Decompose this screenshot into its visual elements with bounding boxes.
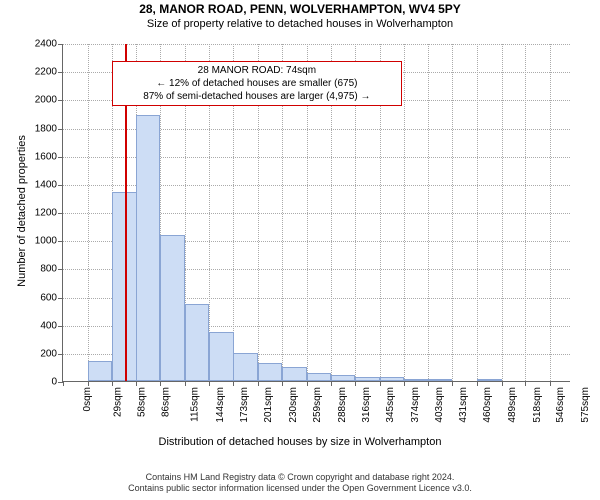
xtick-mark [136, 381, 137, 386]
xtick-label: 115sqm [190, 387, 201, 422]
histogram-bar [331, 375, 356, 381]
ytick-label: 600 [40, 292, 63, 303]
xtick-mark [88, 381, 89, 386]
gridline-vertical [525, 44, 526, 381]
ytick-label: 1600 [35, 151, 63, 162]
footer-line2: Contains public sector information licen… [0, 483, 600, 494]
xtick-label: 288sqm [337, 387, 348, 423]
xtick-mark [282, 381, 283, 386]
xtick-label: 431sqm [458, 387, 469, 423]
ytick-label: 2200 [35, 67, 63, 78]
histogram-bar [258, 363, 283, 381]
property-annotation: 28 MANOR ROAD: 74sqm← 12% of detached ho… [112, 61, 402, 106]
x-axis-label: Distribution of detached houses by size … [0, 436, 600, 448]
xtick-mark [380, 381, 381, 386]
xtick-mark [112, 381, 113, 386]
xtick-mark [550, 381, 551, 386]
xtick-label: 0sqm [82, 387, 93, 411]
xtick-label: 518sqm [532, 387, 543, 423]
ytick-label: 2400 [35, 39, 63, 50]
xtick-label: 460sqm [483, 387, 494, 423]
xtick-mark [160, 381, 161, 386]
plot-area: 0200400600800100012001400160018002000220… [62, 44, 570, 382]
xtick-mark [63, 381, 64, 386]
histogram-bar [185, 304, 210, 381]
gridline-vertical [502, 44, 503, 381]
xtick-label: 345sqm [385, 387, 396, 423]
ytick-label: 200 [40, 348, 63, 359]
xtick-mark [185, 381, 186, 386]
annotation-line2: ← 12% of detached houses are smaller (67… [118, 77, 396, 90]
xtick-mark [477, 381, 478, 386]
histogram-bar [404, 379, 429, 381]
xtick-mark [502, 381, 503, 386]
xtick-label: 144sqm [215, 387, 226, 423]
gridline-vertical [452, 44, 453, 381]
xtick-mark [404, 381, 405, 386]
histogram-bar [380, 377, 405, 381]
xtick-label: 230sqm [288, 387, 299, 423]
chart-title: 28, MANOR ROAD, PENN, WOLVERHAMPTON, WV4… [0, 2, 600, 16]
histogram-bar [88, 361, 113, 381]
ytick-label: 1200 [35, 208, 63, 219]
xtick-label: 546sqm [555, 387, 566, 423]
xtick-mark [355, 381, 356, 386]
xtick-mark [233, 381, 234, 386]
xtick-label: 201sqm [263, 387, 274, 423]
xtick-label: 173sqm [240, 387, 251, 423]
xtick-label: 316sqm [361, 387, 372, 423]
chart-subtitle: Size of property relative to detached ho… [0, 18, 600, 30]
gridline-vertical [404, 44, 405, 381]
ytick-label: 1800 [35, 123, 63, 134]
xtick-label: 403sqm [434, 387, 445, 423]
gridline-vertical [88, 44, 89, 381]
footer-credits: Contains HM Land Registry data © Crown c… [0, 472, 600, 494]
annotation-line3: 87% of semi-detached houses are larger (… [118, 90, 396, 103]
gridline-vertical [550, 44, 551, 381]
xtick-label: 29sqm [112, 387, 123, 417]
histogram-bar [477, 379, 502, 381]
histogram-bar [428, 379, 453, 381]
chart-container: 28, MANOR ROAD, PENN, WOLVERHAMPTON, WV4… [0, 0, 600, 500]
xtick-label: 575sqm [580, 387, 591, 423]
ytick-label: 0 [51, 377, 63, 388]
gridline-horizontal [63, 44, 570, 45]
xtick-label: 259sqm [312, 387, 323, 423]
xtick-mark [428, 381, 429, 386]
annotation-line1: 28 MANOR ROAD: 74sqm [118, 64, 396, 77]
histogram-bar [233, 353, 258, 381]
ytick-label: 1000 [35, 236, 63, 247]
xtick-label: 489sqm [507, 387, 518, 423]
histogram-bar [355, 377, 380, 381]
xtick-label: 374sqm [410, 387, 421, 423]
histogram-bar [209, 332, 234, 381]
y-axis-label: Number of detached properties [16, 121, 28, 301]
gridline-vertical [477, 44, 478, 381]
histogram-bar [160, 235, 185, 381]
xtick-mark [331, 381, 332, 386]
ytick-label: 2000 [35, 95, 63, 106]
xtick-mark [452, 381, 453, 386]
xtick-mark [209, 381, 210, 386]
footer-line1: Contains HM Land Registry data © Crown c… [0, 472, 600, 483]
xtick-mark [525, 381, 526, 386]
ytick-label: 1400 [35, 179, 63, 190]
histogram-bar [282, 367, 307, 381]
ytick-label: 400 [40, 320, 63, 331]
xtick-mark [258, 381, 259, 386]
histogram-bar [136, 115, 161, 381]
ytick-label: 800 [40, 264, 63, 275]
xtick-label: 58sqm [137, 387, 148, 417]
xtick-label: 86sqm [160, 387, 171, 417]
xtick-mark [307, 381, 308, 386]
histogram-bar [307, 373, 332, 381]
gridline-vertical [428, 44, 429, 381]
